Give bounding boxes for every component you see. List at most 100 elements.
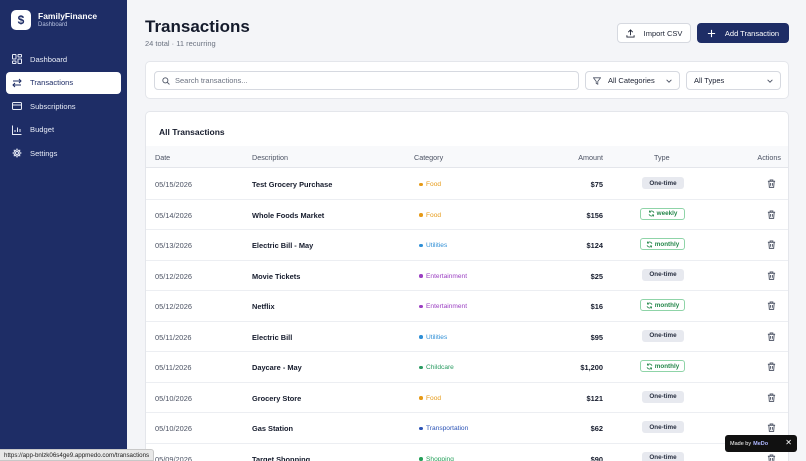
transaction-date: 05/09/2026 bbox=[155, 454, 192, 461]
transaction-date: 05/14/2026 bbox=[155, 210, 192, 220]
type-badge-onetime: One-time bbox=[642, 451, 684, 461]
table-row[interactable]: 05/10/2026 Grocery Store Food $121 One-time bbox=[146, 383, 788, 413]
transaction-description: Whole Foods Market bbox=[252, 210, 325, 220]
filter-funnel-icon bbox=[593, 76, 601, 85]
transaction-description: Grocery Store bbox=[252, 393, 302, 403]
transaction-description: Electric Bill bbox=[252, 332, 293, 342]
sidebar-item-budget[interactable]: Budget bbox=[6, 119, 121, 141]
category-select-value: All Categories bbox=[608, 76, 655, 85]
transaction-date: 05/15/2026 bbox=[155, 180, 192, 189]
category-dot-icon bbox=[419, 182, 423, 187]
table-row[interactable]: 05/09/2026 Target Shopping Shopping $90 One-… bbox=[146, 444, 788, 461]
repeat-icon bbox=[646, 241, 653, 247]
column-header-type[interactable]: Type bbox=[654, 153, 670, 162]
made-by-prefix: Made by bbox=[730, 440, 752, 447]
type-badge-onetime: One-time bbox=[642, 177, 684, 189]
transaction-category: Transportation bbox=[419, 425, 468, 432]
type-badge-recurring: monthly bbox=[640, 238, 685, 250]
transaction-date: 05/12/2026 bbox=[155, 271, 192, 281]
transaction-amount: $62 bbox=[590, 424, 603, 433]
transaction-amount: $90 bbox=[590, 454, 603, 461]
transaction-amount: $121 bbox=[586, 393, 603, 403]
brand[interactable]: $ FamilyFinance Dashboard bbox=[0, 0, 127, 40]
category-label: Shopping bbox=[426, 455, 454, 461]
sidebar-item-dashboard[interactable]: Dashboard bbox=[6, 48, 121, 70]
type-badge-recurring: monthly bbox=[640, 360, 685, 372]
trash-icon[interactable] bbox=[767, 423, 776, 432]
table-row[interactable]: 05/13/2026 Electric Bill - May Utilities $1… bbox=[146, 230, 788, 261]
category-dot-icon bbox=[419, 335, 423, 339]
trash-icon[interactable] bbox=[767, 301, 776, 310]
transaction-description: Movie Tickets bbox=[252, 271, 301, 281]
column-header-category[interactable]: Category bbox=[414, 153, 444, 162]
transactions-table-card: All Transactions Date Description Catego… bbox=[145, 111, 789, 461]
category-label: Transportation bbox=[426, 425, 469, 432]
type-badge-label: monthly bbox=[654, 240, 680, 248]
column-header-date[interactable]: Date bbox=[155, 153, 171, 162]
trash-icon[interactable] bbox=[767, 392, 776, 402]
category-label: Entertainment bbox=[426, 303, 468, 310]
brand-name: FamilyFinance bbox=[38, 10, 98, 21]
table-row[interactable]: 05/10/2026 Gas Station Transportation $62 On… bbox=[146, 413, 788, 444]
type-badge-onetime: One-time bbox=[642, 390, 684, 403]
category-select[interactable]: All Categories bbox=[585, 71, 680, 90]
category-dot-icon bbox=[419, 396, 423, 400]
import-csv-button[interactable]: Import CSV bbox=[617, 23, 691, 43]
transaction-date: 05/11/2026 bbox=[155, 363, 192, 372]
transaction-amount: $1,200 bbox=[580, 363, 603, 372]
category-label: Food bbox=[426, 394, 442, 402]
transaction-date: 05/11/2026 bbox=[155, 332, 192, 342]
page-title: Transactions bbox=[145, 17, 250, 36]
trash-icon[interactable] bbox=[767, 209, 776, 219]
transaction-category: Entertainment bbox=[419, 303, 467, 310]
table-row[interactable]: 05/12/2026 Movie Tickets Entertainment $25 O… bbox=[146, 261, 788, 291]
made-by-badge[interactable]: Made by MeDo ✕ bbox=[725, 435, 797, 452]
transaction-amount: $75 bbox=[590, 180, 603, 189]
table-row[interactable]: 05/11/2026 Daycare - May Childcare $1,200 mo… bbox=[146, 352, 788, 383]
transaction-category: Utilities bbox=[419, 242, 447, 249]
table-row[interactable]: 05/12/2026 Netflix Entertainment $16 monthly bbox=[146, 291, 788, 322]
made-by-brand: MeDo bbox=[753, 440, 769, 447]
category-label: Childcare bbox=[426, 364, 454, 371]
close-icon[interactable]: ✕ bbox=[785, 438, 792, 447]
trash-icon[interactable] bbox=[767, 270, 776, 280]
import-csv-label: Import CSV bbox=[643, 28, 683, 38]
trash-icon[interactable] bbox=[767, 331, 776, 341]
category-dot-icon bbox=[419, 213, 423, 217]
table-row[interactable]: 05/14/2026 Whole Foods Market Food $156 week… bbox=[146, 200, 788, 230]
table-header: Date Description Category Amount Type Ac… bbox=[146, 146, 788, 168]
sidebar-item-subscriptions[interactable]: Subscriptions bbox=[6, 95, 121, 117]
sidebar-item-label: Subscriptions bbox=[30, 101, 76, 111]
add-transaction-label: Add Transaction bbox=[724, 28, 780, 38]
sidebar-item-settings[interactable]: Settings bbox=[6, 142, 121, 164]
type-badge-onetime: One-time bbox=[642, 421, 684, 433]
column-header-amount[interactable]: Amount bbox=[578, 153, 603, 162]
plus-icon bbox=[707, 29, 715, 37]
transaction-description: Netflix bbox=[252, 302, 275, 311]
sidebar-item-transactions[interactable]: Transactions bbox=[6, 71, 121, 94]
transaction-amount: $95 bbox=[590, 332, 603, 342]
type-badge-onetime: One-time bbox=[642, 329, 684, 342]
upload-icon bbox=[626, 28, 635, 38]
table-row[interactable]: 05/11/2026 Electric Bill Utilities $95 One-t… bbox=[146, 322, 788, 352]
column-header-description[interactable]: Description bbox=[252, 153, 288, 162]
type-select[interactable]: All Types bbox=[686, 71, 781, 90]
transaction-description: Electric Bill - May bbox=[252, 241, 314, 250]
table-row[interactable]: 05/15/2026 Test Grocery Purchase Food $75 On… bbox=[146, 169, 788, 200]
sidebar-nav: Dashboard Transactions Subscriptions Bud… bbox=[0, 48, 127, 164]
category-label: Utilities bbox=[426, 333, 448, 341]
trash-icon[interactable] bbox=[767, 179, 776, 188]
type-badge-label: weekly bbox=[656, 210, 678, 217]
trash-icon[interactable] bbox=[767, 453, 776, 461]
trash-icon[interactable] bbox=[767, 240, 776, 249]
search-box[interactable] bbox=[154, 71, 579, 90]
transaction-category: Utilities bbox=[419, 334, 447, 341]
search-input[interactable] bbox=[175, 76, 570, 85]
type-select-value: All Types bbox=[694, 76, 725, 85]
transaction-category: Food bbox=[419, 395, 441, 402]
trash-icon[interactable] bbox=[767, 362, 776, 371]
add-transaction-button[interactable]: Add Transaction bbox=[697, 23, 789, 43]
type-badge-label: monthly bbox=[654, 362, 680, 370]
transaction-amount: $16 bbox=[590, 302, 603, 311]
dollar-logo-icon: $ bbox=[11, 10, 31, 30]
